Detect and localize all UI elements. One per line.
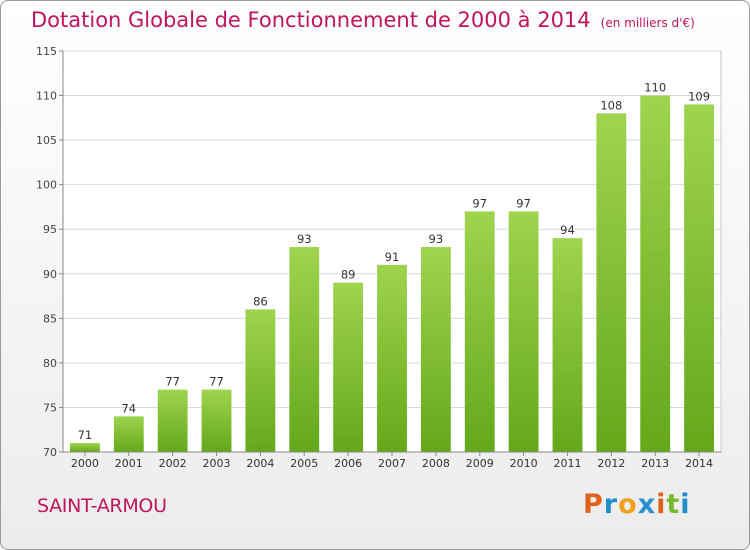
- bar: [245, 309, 276, 452]
- x-tick-label: 2013: [641, 457, 669, 470]
- x-tick-label: 2014: [685, 457, 713, 470]
- y-tick-label: 75: [43, 401, 57, 414]
- bar: [157, 389, 188, 452]
- x-tick-label: 2000: [71, 457, 99, 470]
- place-name: SAINT-ARMOU: [37, 495, 167, 517]
- data-label: 97: [472, 196, 487, 210]
- y-tick-label: 85: [43, 312, 57, 325]
- data-label: 110: [644, 81, 666, 95]
- x-tick-label: 2005: [290, 457, 318, 470]
- x-tick-label: 2007: [378, 457, 406, 470]
- bar: [464, 211, 495, 452]
- bar: [113, 416, 144, 452]
- bar: [640, 95, 671, 453]
- x-tick-label: 2009: [466, 457, 494, 470]
- bar: [201, 389, 232, 452]
- bar: [684, 104, 714, 452]
- x-tick-label: 2003: [203, 457, 231, 470]
- bar: [289, 247, 320, 452]
- y-tick-label: 115: [36, 45, 57, 58]
- bar: [377, 264, 407, 452]
- bar: [333, 282, 364, 452]
- y-tick-label: 105: [36, 134, 57, 147]
- bar: [596, 113, 627, 452]
- x-tick-label: 2004: [246, 457, 274, 470]
- proxiti-logo[interactable]: Proxiti: [583, 489, 691, 520]
- chart-subtitle: (en milliers d'€): [600, 16, 695, 30]
- data-label: 77: [209, 375, 224, 389]
- y-tick-label: 110: [36, 90, 57, 103]
- bar: [420, 247, 451, 452]
- x-tick-label: 2011: [553, 457, 581, 470]
- data-label: 74: [121, 401, 136, 415]
- data-label: 86: [253, 294, 268, 308]
- x-tick-label: 2002: [159, 457, 187, 470]
- data-label: 97: [516, 196, 531, 210]
- chart-title-text: Dotation Globale de Fonctionnement de 20…: [31, 8, 591, 32]
- data-label: 109: [688, 89, 710, 103]
- x-tick-label: 2012: [597, 457, 625, 470]
- x-tick-label: 2006: [334, 457, 362, 470]
- bar: [552, 238, 583, 452]
- bar: [508, 211, 539, 452]
- data-label: 93: [297, 232, 312, 246]
- x-tick-label: 2008: [422, 457, 450, 470]
- x-tick-label: 2010: [510, 457, 538, 470]
- x-tick-label: 2001: [115, 457, 143, 470]
- y-tick-label: 95: [43, 223, 57, 236]
- data-label: 71: [78, 428, 93, 442]
- bar: [70, 443, 100, 452]
- y-tick-label: 80: [43, 357, 57, 370]
- data-label: 93: [429, 232, 444, 246]
- y-tick-label: 90: [43, 268, 57, 281]
- data-label: 89: [341, 268, 356, 282]
- data-label: 77: [165, 375, 180, 389]
- y-tick-label: 100: [36, 179, 57, 192]
- y-tick-label: 70: [43, 446, 57, 459]
- chart-title: Dotation Globale de Fonctionnement de 20…: [31, 8, 695, 32]
- data-label: 108: [600, 98, 622, 112]
- data-label: 91: [385, 250, 400, 264]
- data-label: 94: [560, 223, 575, 237]
